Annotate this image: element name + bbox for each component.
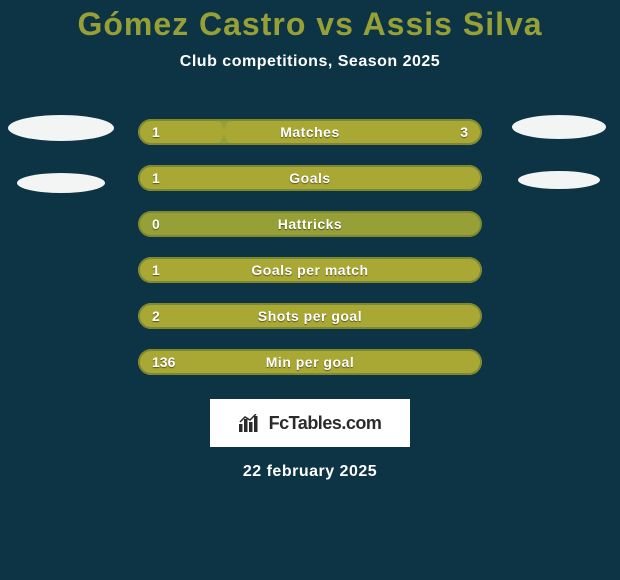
bar-label: Matches [138, 119, 482, 145]
logo-icon [239, 414, 263, 432]
stat-bar: Goals per match1 [138, 257, 482, 283]
bar-label: Min per goal [138, 349, 482, 375]
bar-value-left: 2 [152, 303, 160, 329]
bar-label: Hattricks [138, 211, 482, 237]
page-title: Gómez Castro vs Assis Silva [0, 6, 620, 43]
bar-value-left: 1 [152, 165, 160, 191]
placeholder-oval [8, 115, 114, 141]
bar-label: Goals [138, 165, 482, 191]
placeholder-oval [17, 173, 105, 193]
bar-label: Shots per goal [138, 303, 482, 329]
bar-value-right: 3 [460, 119, 468, 145]
logo-text: FcTables.com [269, 413, 382, 434]
placeholder-oval [512, 115, 606, 139]
subtitle: Club competitions, Season 2025 [0, 53, 620, 71]
left-ovals [6, 115, 116, 193]
date-text: 22 february 2025 [0, 463, 620, 481]
right-ovals [504, 115, 614, 189]
stat-bar: Goals1 [138, 165, 482, 191]
placeholder-oval [518, 171, 600, 189]
stat-bar: Shots per goal2 [138, 303, 482, 329]
bars-container: Matches13Goals1Hattricks0Goals per match… [138, 119, 482, 375]
bar-value-left: 136 [152, 349, 175, 375]
bar-label: Goals per match [138, 257, 482, 283]
stat-bar: Min per goal136 [138, 349, 482, 375]
stat-bar: Hattricks0 [138, 211, 482, 237]
bar-value-left: 1 [152, 257, 160, 283]
content-wrapper: Gómez Castro vs Assis Silva Club competi… [0, 0, 620, 580]
bar-value-left: 0 [152, 211, 160, 237]
stat-bar: Matches1 3 [138, 119, 482, 145]
bar-value-left: 1 [152, 119, 160, 145]
logo-box: FcTables.com [210, 399, 410, 447]
chart-area: Matches13Goals1Hattricks0Goals per match… [0, 119, 620, 481]
